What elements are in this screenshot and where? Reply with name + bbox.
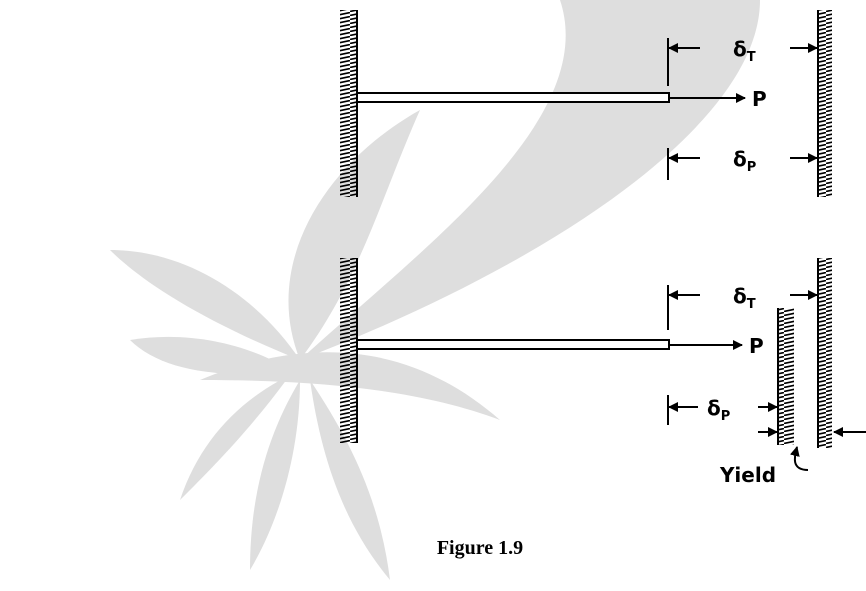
wall-hatch <box>340 10 356 197</box>
load-label: P <box>749 334 764 358</box>
symbol: δ <box>707 396 721 420</box>
subscript: P <box>721 409 731 424</box>
delta-t-label: δT <box>733 37 756 65</box>
rod <box>356 339 670 350</box>
yield-label: Yield <box>719 463 776 487</box>
delta-t-label: δT <box>733 284 756 312</box>
delta-p-label: δP <box>707 396 730 424</box>
wall-hatch <box>818 258 832 448</box>
figure <box>340 10 866 471</box>
yield-wall-hatch <box>778 308 794 445</box>
subscript: T <box>747 297 756 312</box>
yield-pointer <box>789 446 809 471</box>
caption: Figure 1.9 <box>437 537 523 559</box>
symbol: δ <box>733 284 747 308</box>
subscript: P <box>747 160 757 175</box>
delta-p-label: δP <box>733 147 756 175</box>
symbol: δ <box>733 147 747 171</box>
wall-hatch <box>818 10 832 197</box>
labels: δT P δP δT P δP Yield Figure 1.9 <box>437 37 776 559</box>
wall-hatch <box>340 258 356 443</box>
load-label: P <box>752 87 767 111</box>
symbol: δ <box>733 37 747 61</box>
watermark <box>110 0 760 580</box>
subscript: T <box>747 50 756 65</box>
rod <box>356 92 670 103</box>
